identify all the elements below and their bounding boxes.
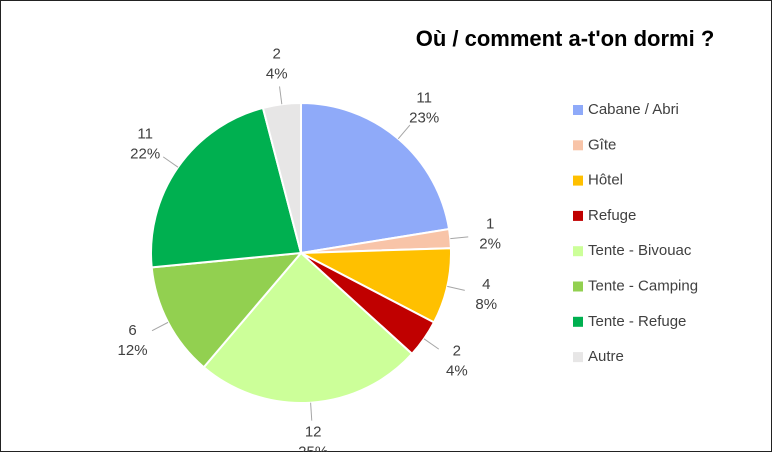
data-label-percent: 25% — [298, 444, 328, 452]
leader-line — [447, 285, 465, 291]
data-label-percent: 8% — [475, 296, 497, 313]
data-label-percent: 23% — [409, 109, 439, 126]
legend-label: Tente - Bivouac — [588, 242, 692, 259]
data-label-percent: 12% — [118, 342, 148, 359]
data-label-percent: 22% — [130, 145, 160, 162]
pie-slice — [150, 251, 304, 369]
data-label-value: 11 — [137, 125, 153, 142]
chart-title: Où / comment a-t'on dormi ? — [416, 26, 715, 51]
legend-label: Tente - Refuge — [588, 313, 686, 330]
legend-swatch — [573, 140, 583, 151]
data-label-value: 4 — [482, 276, 490, 293]
leader-line — [450, 236, 469, 240]
legend-swatch — [573, 281, 583, 292]
legend-swatch — [573, 105, 583, 115]
legend-label: Gîte — [588, 136, 616, 153]
data-label-value: 6 — [128, 322, 136, 339]
legend-swatch — [573, 352, 583, 363]
leader-line — [162, 156, 179, 168]
leader-line — [279, 86, 283, 105]
data-label-percent: 4% — [266, 66, 288, 83]
data-label-value: 1 — [486, 216, 494, 233]
data-label-value: 2 — [453, 343, 461, 360]
leader-line — [310, 402, 313, 421]
legend-label: Refuge — [588, 207, 636, 224]
data-label-value: 2 — [273, 46, 281, 63]
legend-swatch — [573, 210, 583, 221]
legend-swatch — [573, 316, 583, 327]
data-label-percent: 2% — [479, 236, 501, 253]
data-label-value: 12 — [305, 424, 322, 441]
data-label-value: 11 — [416, 89, 432, 106]
leader-line — [423, 338, 440, 350]
legend-label: Cabane / Abri — [588, 101, 679, 118]
pie-slice — [261, 101, 302, 254]
data-label-percent: 4% — [446, 363, 468, 380]
legend-label: Tente - Camping — [588, 277, 698, 294]
legend-label: Autre — [588, 348, 624, 365]
pie-slice — [150, 106, 303, 269]
pie-slice — [300, 101, 451, 255]
legend-swatch — [573, 246, 583, 257]
leader-line — [397, 124, 411, 140]
pie-slice — [202, 251, 414, 404]
legend-swatch — [573, 175, 583, 186]
leader-line — [151, 321, 169, 332]
legend-label: Hôtel — [588, 172, 623, 189]
